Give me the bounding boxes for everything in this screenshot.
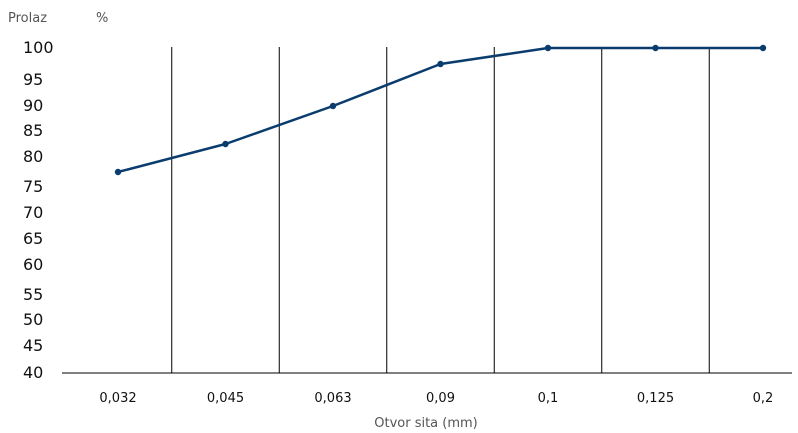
- y-tick-label: 95: [23, 70, 43, 89]
- y-axis-label: Prolaz: [8, 11, 47, 26]
- x-tick-label: 0,045: [207, 391, 244, 406]
- y-tick-label: 45: [23, 336, 43, 355]
- x-tick-label: 0,2: [753, 391, 774, 406]
- data-point: [329, 102, 337, 110]
- x-tick-label: 0,09: [426, 391, 455, 406]
- data-point: [114, 168, 122, 176]
- y-tick-label: 55: [23, 285, 43, 304]
- y-tick-label: 40: [23, 363, 43, 382]
- grid: [171, 47, 710, 373]
- data-point: [222, 140, 229, 148]
- y-tick-label: 80: [23, 147, 43, 166]
- y-tick-label: 65: [23, 229, 43, 248]
- x-axis-label: Otvor sita (mm): [374, 416, 478, 431]
- data-point: [759, 44, 767, 52]
- x-tick-labels: 0,032 0,045 0,063 0,09 0,1 0,125 0,2: [99, 391, 773, 406]
- y-tick-label: 85: [23, 121, 43, 140]
- y-tick-label: 90: [23, 96, 43, 115]
- y-tick-label: 75: [23, 177, 43, 196]
- x-tick-label: 0,032: [99, 391, 136, 406]
- y-tick-label: 50: [23, 310, 43, 329]
- x-tick-label: 0,1: [538, 391, 559, 406]
- y-tick-label: 70: [23, 203, 43, 222]
- y-tick-label: 100: [23, 38, 54, 57]
- data-point: [437, 60, 444, 68]
- y-axis-unit: %: [96, 11, 108, 26]
- x-tick-label: 0,125: [637, 391, 674, 406]
- y-tick-label: 60: [23, 255, 43, 274]
- data-point: [652, 44, 659, 52]
- data-point: [544, 44, 552, 52]
- x-tick-label: 0,063: [314, 391, 351, 406]
- series-layer: [114, 44, 767, 176]
- y-tick-labels: 100 95 90 85 80 75 70 65 60 55 50 45 40: [23, 38, 54, 382]
